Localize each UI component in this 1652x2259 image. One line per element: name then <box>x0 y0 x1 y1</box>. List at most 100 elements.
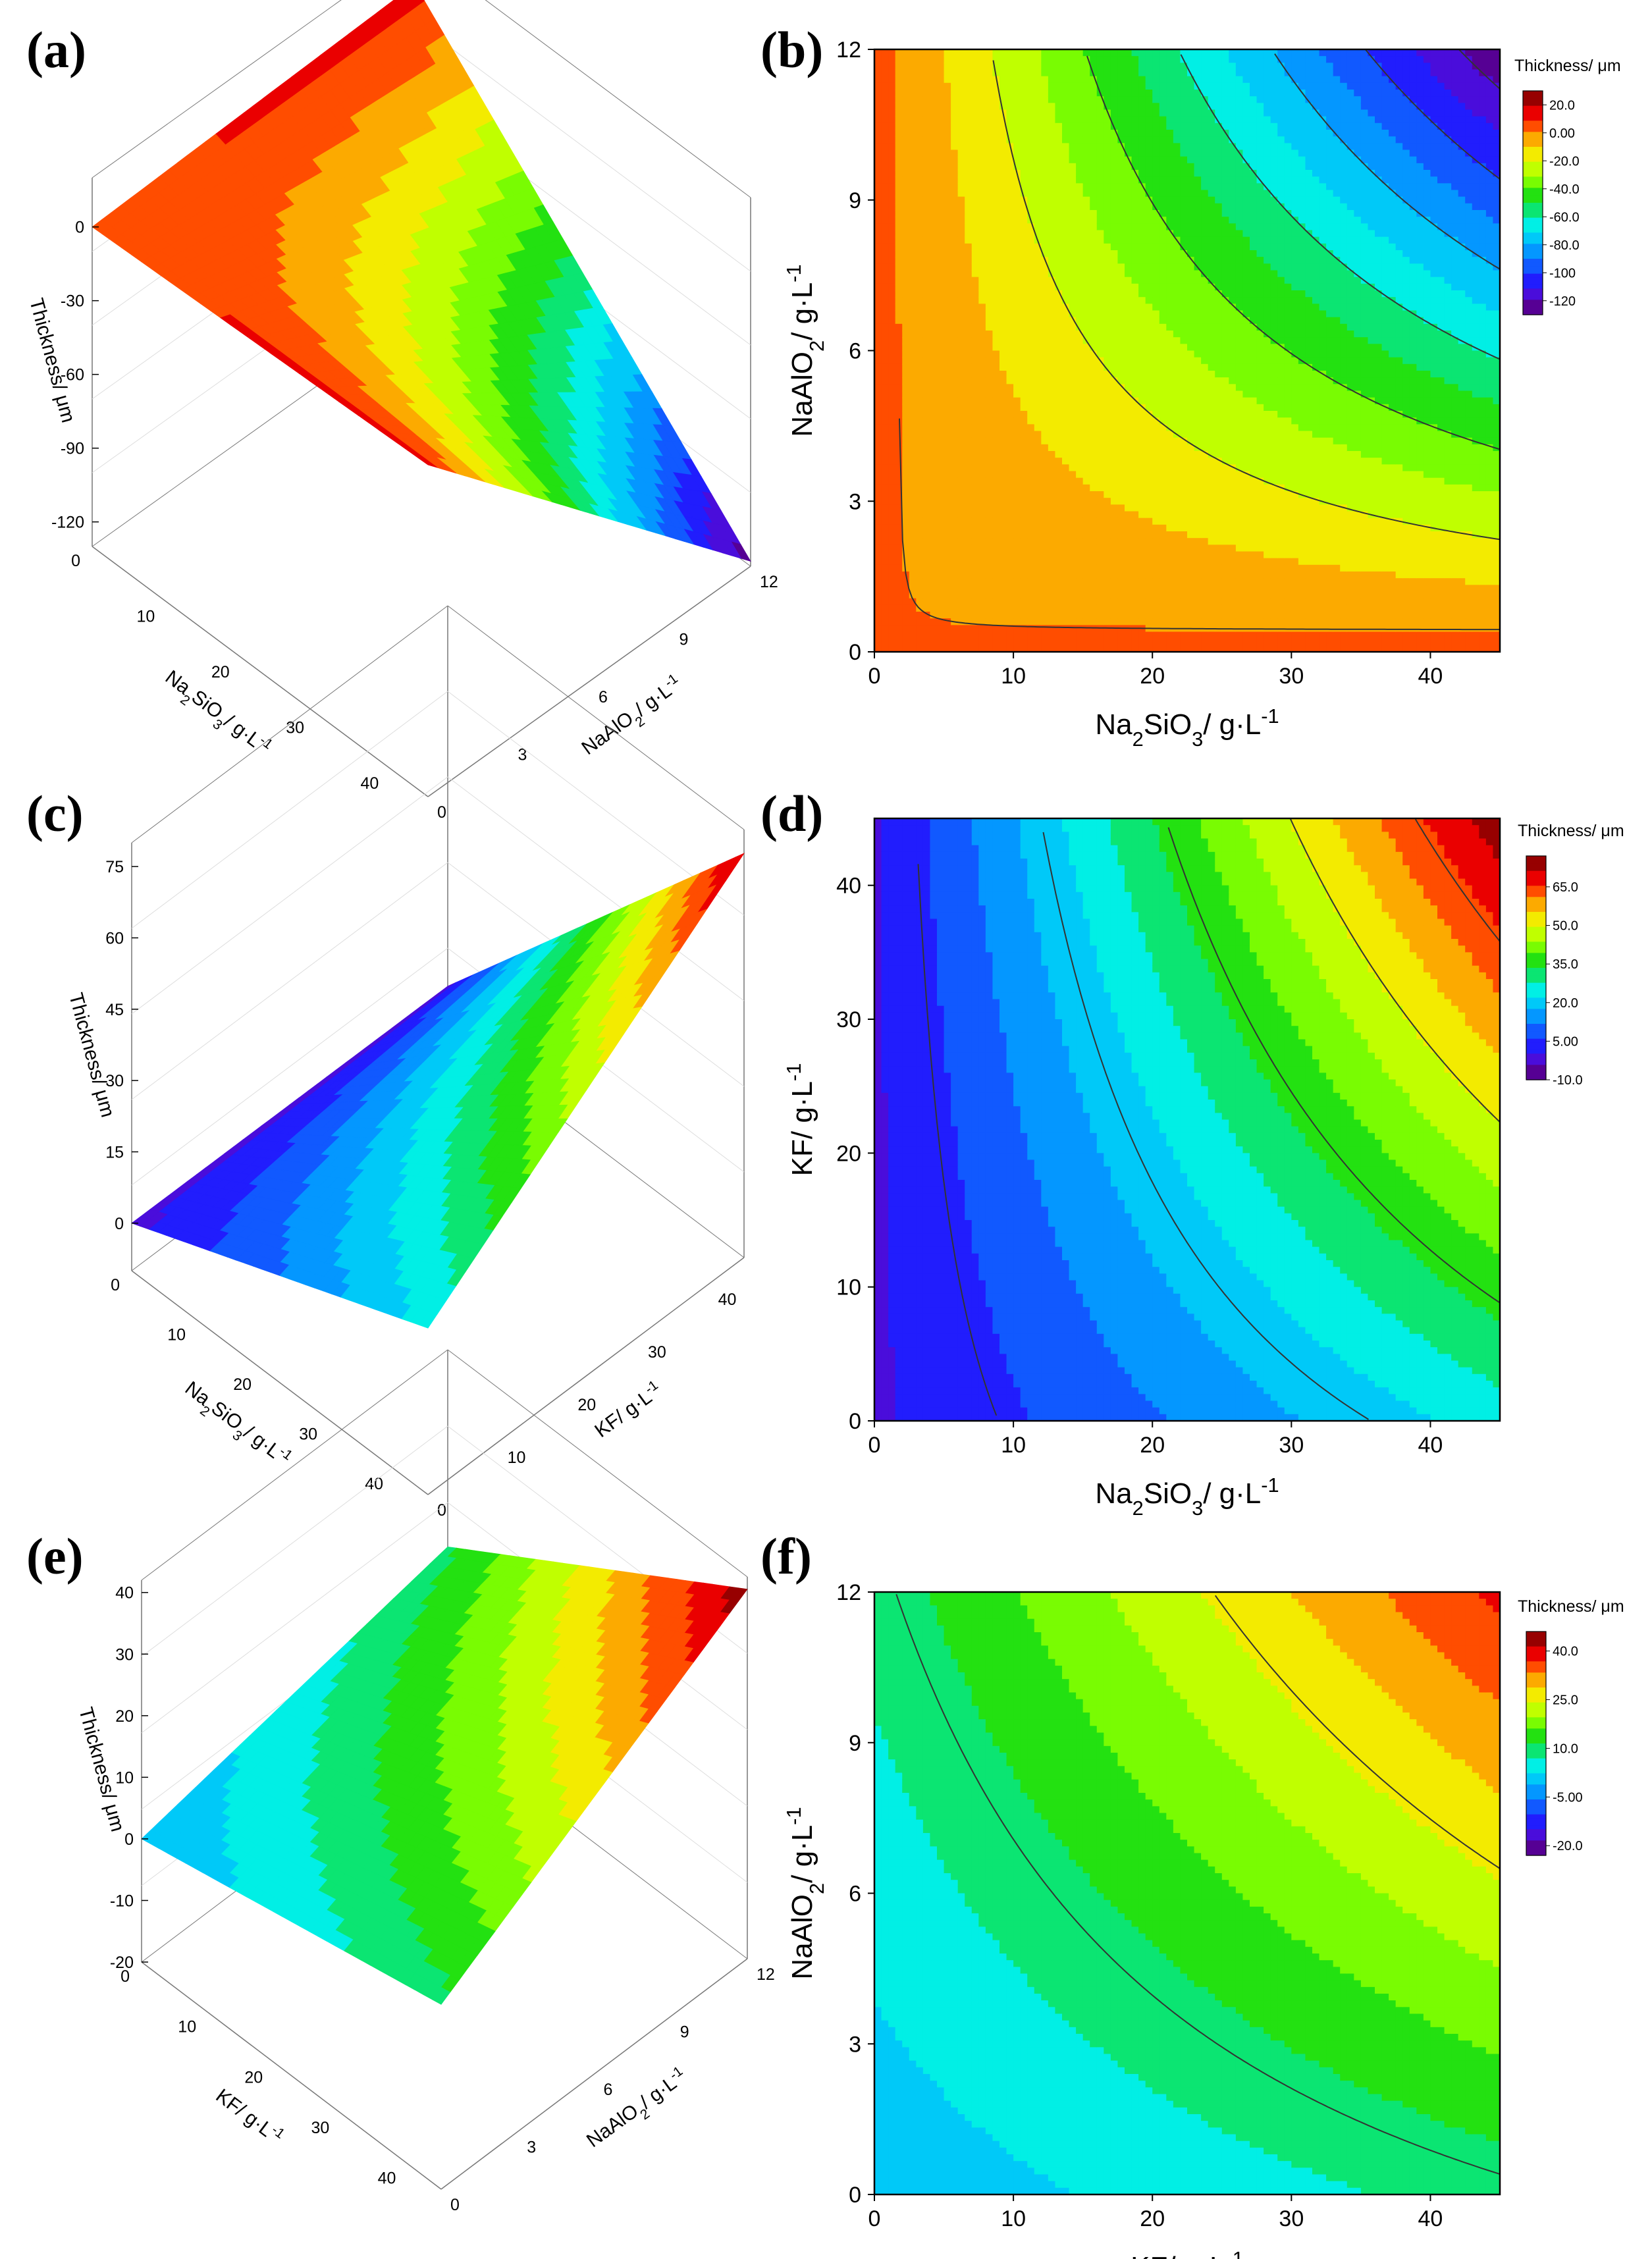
contour-cell <box>888 257 896 264</box>
contour-cell <box>965 551 973 559</box>
contour-cell <box>937 631 945 639</box>
contour-cell <box>951 304 959 311</box>
contour-cell <box>937 625 945 633</box>
contour-cell <box>965 518 973 525</box>
contour-cell <box>930 350 938 358</box>
contour-cell <box>951 217 959 224</box>
contour-cell <box>937 598 945 606</box>
contour-cell <box>965 82 973 90</box>
contour-cell <box>951 377 959 385</box>
contour-cell <box>957 183 965 191</box>
contour-cell <box>888 371 896 378</box>
contour-cell <box>881 331 889 338</box>
contour-cell <box>922 163 931 171</box>
contour-cell <box>971 344 979 352</box>
y-tick-label: 40 <box>718 1290 737 1309</box>
contour-cell <box>874 464 882 472</box>
contour-cell <box>930 417 938 425</box>
contour-cell <box>944 404 951 412</box>
contour-cell <box>937 558 945 566</box>
contour-cell <box>888 444 896 452</box>
contour-cell <box>930 317 938 325</box>
contour-cell <box>978 304 986 311</box>
contour-cell <box>922 317 931 325</box>
contour-cell <box>916 390 924 398</box>
contour-cell <box>944 638 951 646</box>
contour-cell <box>944 310 951 318</box>
contour-cell <box>909 604 917 612</box>
contour-cell <box>888 82 896 90</box>
contour-cell <box>965 471 973 479</box>
contour-cell <box>881 371 889 378</box>
contour-cell <box>951 156 959 164</box>
contour-cell <box>909 618 917 625</box>
contour-cell <box>916 283 924 291</box>
contour-cell <box>951 149 959 157</box>
contour-cell <box>881 357 889 365</box>
contour-cell <box>916 564 924 572</box>
contour-cell <box>874 217 882 224</box>
contour-cell <box>930 290 938 298</box>
contour-cell <box>944 558 951 566</box>
contour-cell <box>971 130 979 137</box>
contour-cell <box>951 458 959 465</box>
contour-cell <box>874 56 882 63</box>
contour-cell <box>909 149 917 157</box>
surface-plot-e: -20-10010203040010203040036912Thickness/… <box>74 1349 775 2214</box>
contour-cell <box>881 417 889 425</box>
contour-cell <box>937 69 945 77</box>
contour-cell <box>951 257 959 264</box>
contour-cell <box>909 331 917 338</box>
contour-cell <box>930 63 938 70</box>
contour-cell <box>881 498 889 505</box>
contour-cell <box>971 558 979 566</box>
contour-cell <box>944 357 951 365</box>
contour-cell <box>965 612 973 619</box>
contour-cell <box>922 578 931 585</box>
contour-cell <box>930 304 938 311</box>
contour-cell <box>971 277 979 284</box>
contour-cell <box>965 210 973 217</box>
contour-cell <box>874 277 882 284</box>
contour-cell <box>937 257 945 264</box>
contour-cell <box>922 484 931 492</box>
contour-cell <box>944 283 951 291</box>
contour-cell <box>965 243 973 251</box>
contour-cell <box>930 190 938 198</box>
grid-line <box>447 776 745 1001</box>
contour-cell <box>930 310 938 318</box>
contour-cell <box>922 390 931 398</box>
contour-cell <box>937 317 945 325</box>
contour-cell <box>957 331 965 338</box>
contour-cell <box>922 518 931 525</box>
contour-cell <box>930 357 938 365</box>
contour-cell <box>888 183 896 191</box>
contour-cell <box>902 397 910 405</box>
contour-cell <box>930 411 938 418</box>
contour-cell <box>978 96 986 103</box>
surface-plots-layer: 0-30-60-90-120010203040036912Thickness/ … <box>25 0 778 2214</box>
contour-cell <box>902 631 910 639</box>
y-tick-label: 0 <box>437 803 446 822</box>
contour-cell <box>971 404 979 412</box>
contour-cell <box>944 263 951 271</box>
y-tick-label: 12 <box>757 1965 775 1984</box>
contour-cell <box>895 564 903 572</box>
contour-cell <box>922 263 931 271</box>
contour-cell <box>944 90 951 97</box>
contour-cell <box>874 545 882 552</box>
contour-cell <box>909 638 917 646</box>
contour-cell <box>888 411 896 418</box>
contour-cell <box>916 591 924 599</box>
contour-cell <box>971 524 979 532</box>
contour-cell <box>965 317 973 325</box>
contour-cell <box>874 604 882 612</box>
contour-cell <box>888 511 896 519</box>
contour-cell <box>944 625 951 633</box>
contour-cell <box>922 230 931 238</box>
contour-cell <box>874 558 882 566</box>
contour-cell <box>944 604 951 612</box>
contour-cell <box>951 277 959 284</box>
floor-edge <box>92 546 429 797</box>
contour-cell <box>937 371 945 378</box>
